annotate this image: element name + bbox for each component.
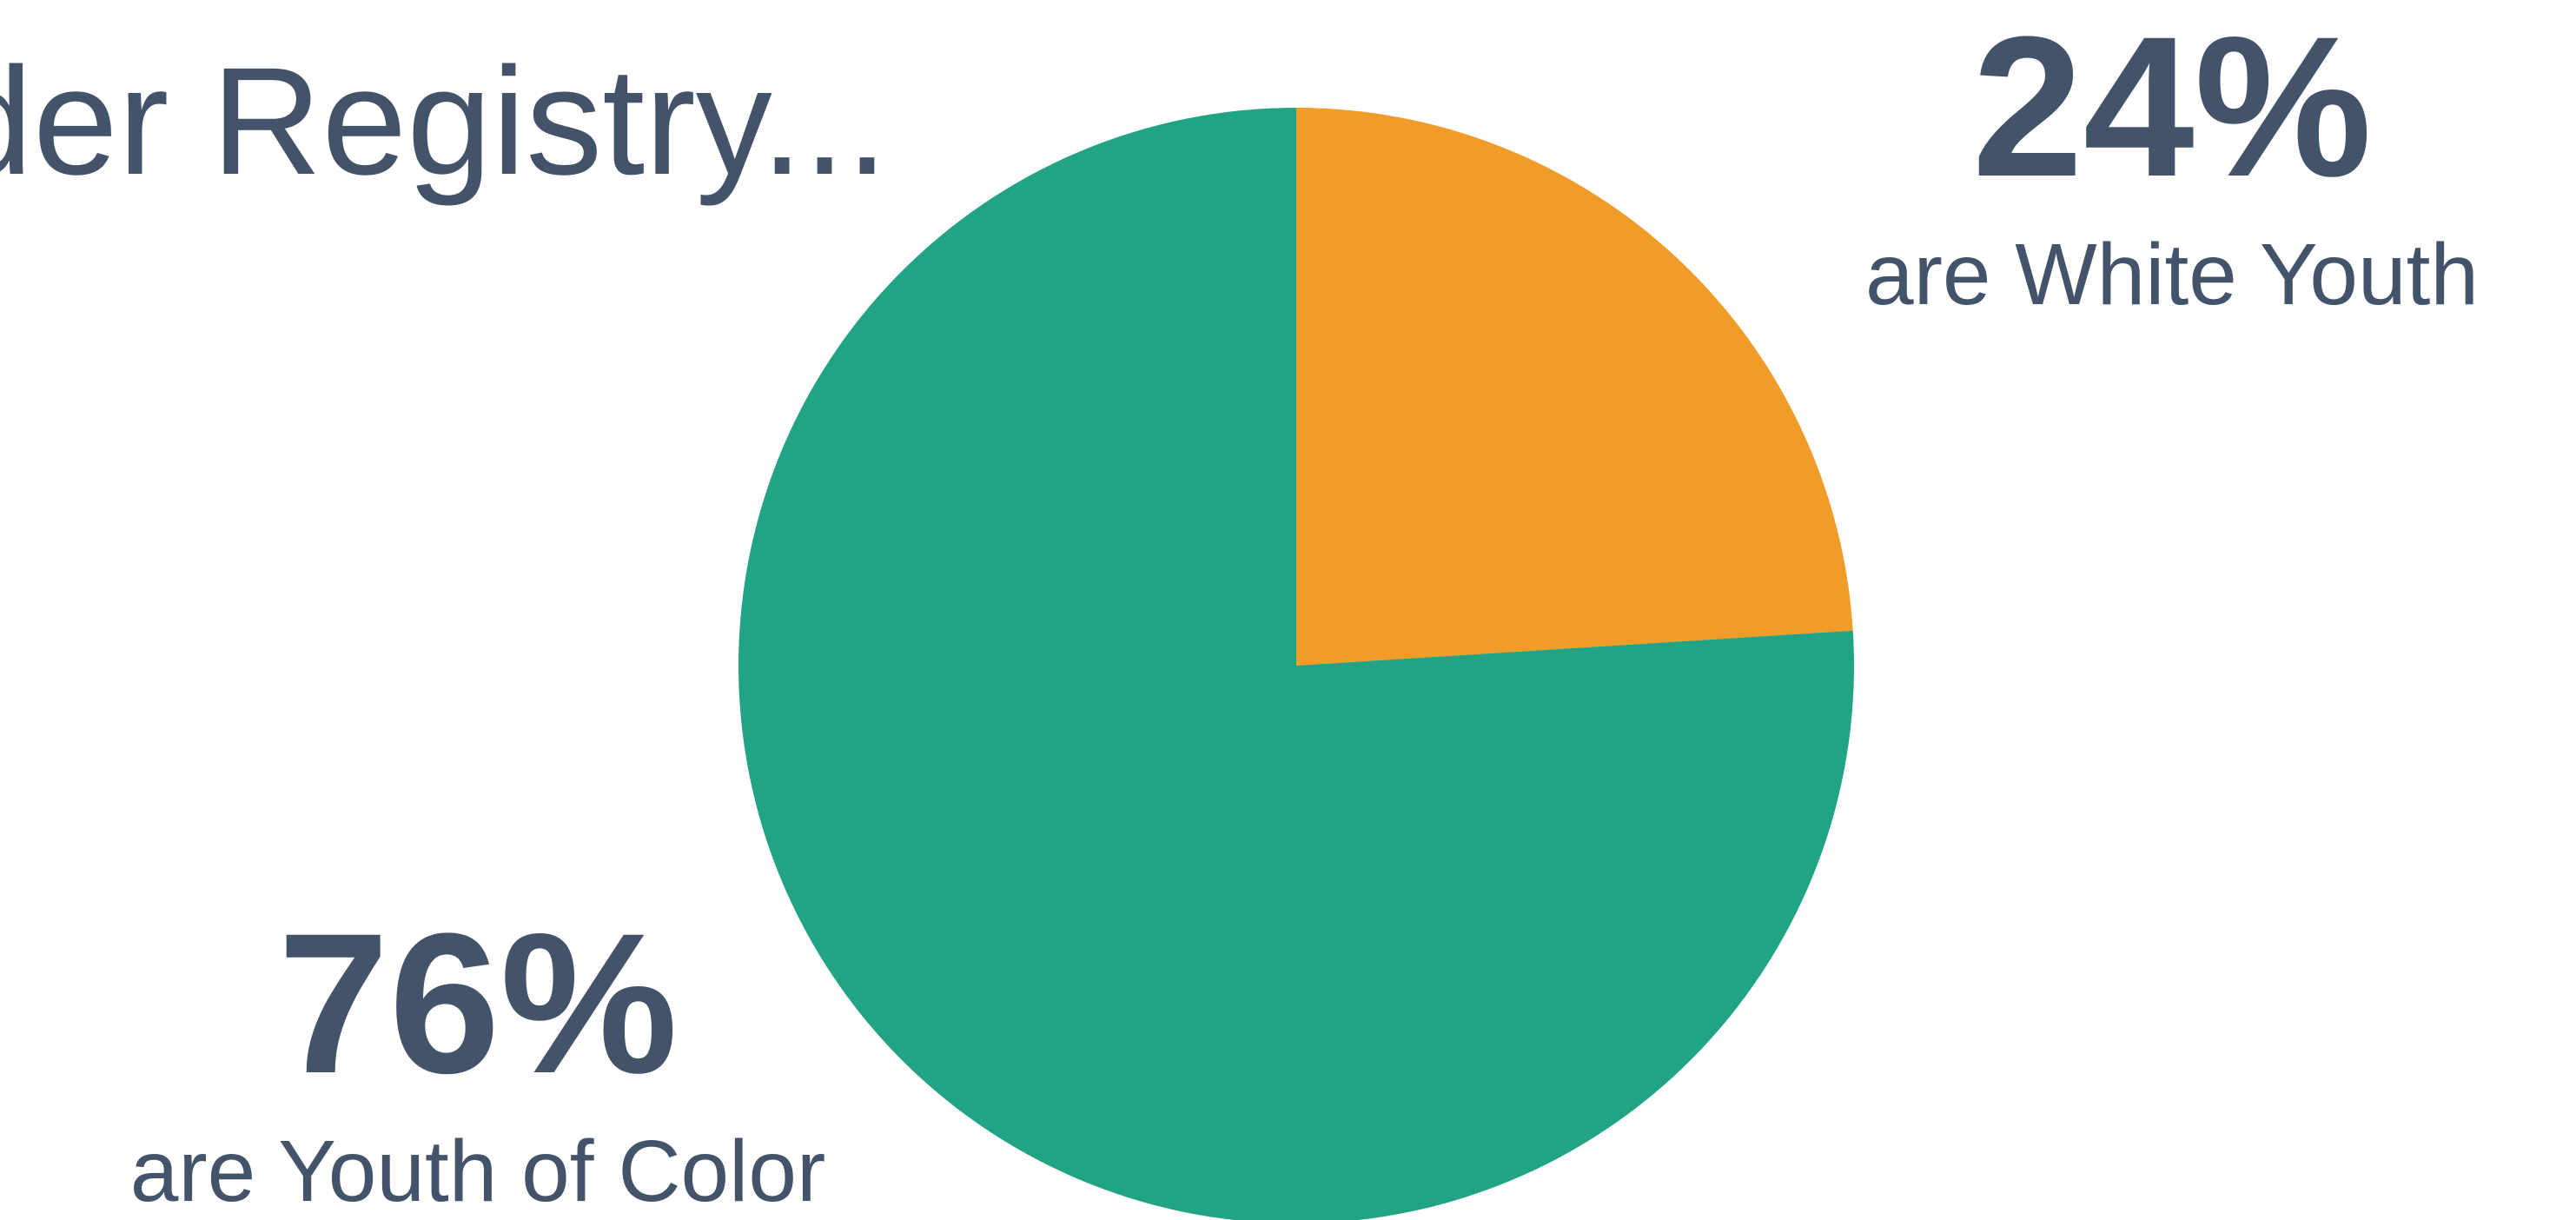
callout-white-youth: 24% are White Youth bbox=[1755, 0, 2576, 323]
white-youth-label: are White Youth bbox=[1864, 226, 2480, 323]
slice-white-youth bbox=[1296, 108, 1853, 666]
pie-slices bbox=[738, 108, 1854, 1220]
white-youth-percent: 24% bbox=[1971, 0, 2373, 218]
chart-title: der Registry... bbox=[0, 36, 889, 207]
youth-of-color-label: are Youth of Color bbox=[129, 1123, 826, 1220]
slice-youth-of-color bbox=[738, 108, 1854, 1220]
callout-youth-of-color: 76% are Youth of Color bbox=[17, 892, 938, 1220]
youth-of-color-percent: 76% bbox=[277, 892, 679, 1115]
